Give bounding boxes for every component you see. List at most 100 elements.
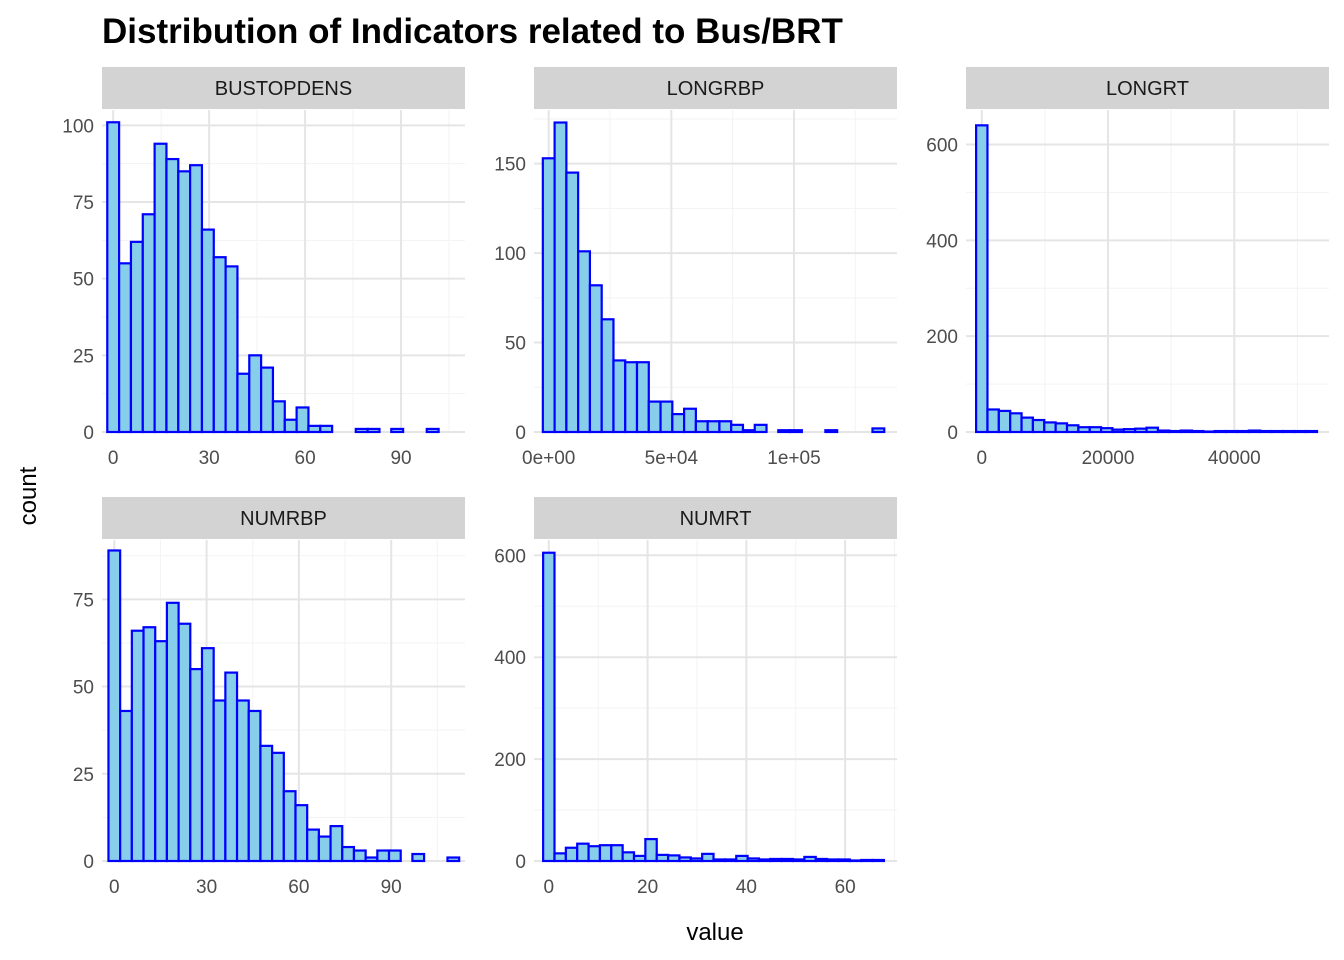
y-tick-label: 150 (494, 155, 526, 176)
histogram-bar (376, 849, 391, 863)
histogram-bar (659, 400, 674, 434)
histogram-bar (235, 699, 250, 863)
x-tick-label: 20 (637, 877, 658, 898)
histogram-bar (975, 124, 989, 434)
histogram-bar (780, 857, 795, 863)
histogram-bar (1236, 429, 1250, 434)
histogram-bar (329, 825, 344, 863)
histogram-bar (1111, 428, 1125, 434)
histogram-bar (294, 804, 309, 863)
x-tick-label: 0e+00 (522, 448, 575, 469)
histogram-bar (295, 406, 310, 434)
facet-panel-longrbp: LONGRBP 0 50 100 150 0e+00 5e+04 1e+05 (494, 67, 897, 469)
histogram-bar (706, 420, 721, 434)
histogram-bar (577, 250, 592, 434)
x-tick-label: 30 (199, 448, 220, 469)
x-tick-label: 0 (108, 448, 119, 469)
histogram-bar (107, 549, 122, 863)
histogram-bar (644, 837, 658, 863)
histogram-bar (106, 121, 121, 434)
histogram-bar (678, 856, 692, 863)
y-tick-label: 100 (62, 116, 94, 137)
histogram-bar (689, 857, 704, 863)
histogram-bar (1065, 424, 1080, 434)
histogram-bar (621, 851, 636, 863)
y-tick-label: 400 (926, 231, 958, 252)
histogram-bar (848, 859, 863, 863)
histogram-bar (1145, 426, 1160, 434)
histogram-bar (588, 284, 603, 434)
histogram-bar (141, 213, 156, 434)
y-tick-label: 400 (494, 648, 526, 669)
histogram-bar (212, 699, 227, 863)
x-tick-label: 1e+05 (767, 448, 820, 469)
y-tick-label: 0 (947, 423, 958, 444)
histogram-bar (632, 854, 647, 863)
histogram-bar (600, 318, 615, 434)
y-tick-label: 600 (494, 546, 526, 567)
facet-panel-numrt: NUMRT 0 200 400 600 0 20 40 60 (494, 497, 897, 898)
x-tick-label: 60 (295, 448, 316, 469)
facet-strip-label: NUMRT (680, 508, 752, 530)
histogram-bar (165, 157, 180, 434)
histogram-bar (753, 423, 768, 434)
histogram-bar (364, 856, 379, 863)
histogram-bar (553, 121, 568, 434)
histogram-bar (177, 622, 192, 863)
facet-strip-label: LONGRBP (667, 78, 765, 100)
histogram-bar (425, 427, 440, 434)
y-tick-label: 25 (73, 346, 94, 367)
histogram-bar (271, 751, 285, 863)
histogram-bar (541, 157, 556, 434)
histogram-bar (791, 858, 806, 863)
y-tick-label: 0 (515, 423, 526, 444)
histogram-bar (189, 164, 204, 434)
histogram-bar (647, 400, 662, 434)
histogram-bar (129, 240, 144, 434)
histogram-bar (200, 647, 215, 863)
histogram-bar (635, 361, 650, 434)
histogram-bar (354, 427, 369, 434)
facet-strip (534, 497, 897, 539)
x-tick-label: 40000 (1208, 448, 1261, 469)
histogram-bar (306, 828, 320, 863)
x-tick-label: 20000 (1082, 448, 1135, 469)
histogram-bar (1293, 429, 1307, 434)
histogram-bar (666, 854, 681, 863)
histogram-bar (1077, 426, 1091, 434)
x-tick-label: 0 (544, 877, 555, 898)
histogram-bar (142, 626, 157, 863)
histogram-bar (564, 846, 579, 863)
histogram-bar (576, 842, 590, 863)
histogram-bar (612, 359, 627, 434)
y-tick-label: 50 (73, 270, 94, 291)
histogram-bar (248, 354, 263, 434)
y-tick-label: 200 (926, 327, 958, 348)
histogram-bar (735, 854, 749, 863)
facet-panel-longrt: LONGRT 0 200 400 600 0 20000 40000 (926, 67, 1329, 469)
histogram-bar (565, 171, 580, 434)
histogram-bar (1270, 429, 1285, 434)
histogram-bar (352, 849, 367, 863)
y-tick-label: 0 (83, 852, 94, 873)
histogram-bar (1281, 429, 1296, 434)
histogram-bar (1054, 422, 1069, 434)
histogram-bar (1179, 429, 1194, 434)
y-tick-label: 75 (73, 590, 94, 611)
histogram-bar (446, 856, 461, 863)
histogram-bar (189, 667, 204, 863)
histogram-bar (307, 424, 322, 434)
histogram-bar (130, 629, 145, 863)
facet-strip (102, 67, 465, 109)
histogram-bar (871, 858, 886, 863)
y-tick-label: 50 (505, 334, 526, 355)
histogram-bar (259, 744, 274, 863)
histogram-bar (824, 429, 839, 434)
histogram-bar (1213, 429, 1228, 434)
y-tick-label: 0 (515, 852, 526, 873)
y-tick-label: 25 (73, 765, 94, 786)
histogram-bar (730, 423, 745, 434)
histogram-bar (236, 372, 251, 434)
histogram-bar (1224, 429, 1239, 434)
